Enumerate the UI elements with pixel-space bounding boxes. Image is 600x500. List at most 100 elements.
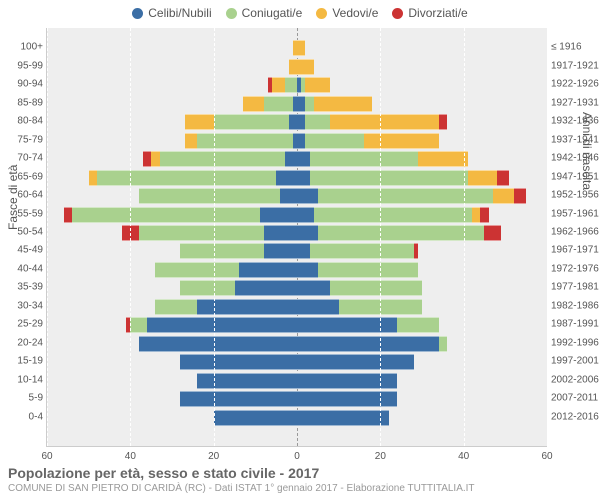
bar-segment xyxy=(143,151,151,167)
bar-segment xyxy=(297,299,339,315)
bar-segment xyxy=(310,243,414,259)
bar-segment xyxy=(297,151,310,167)
bar-segment xyxy=(418,151,468,167)
bar-segment xyxy=(414,243,418,259)
bar-segment xyxy=(214,410,297,426)
bar-segment xyxy=(160,151,285,167)
age-tick: 80-84 xyxy=(17,116,47,127)
bar-segment xyxy=(493,188,514,204)
bar-segment xyxy=(89,170,97,186)
bar-segment xyxy=(305,114,330,130)
male-bar xyxy=(180,280,297,294)
x-tick: 20 xyxy=(375,451,386,462)
female-bar xyxy=(297,336,447,350)
pyramid-row xyxy=(47,336,547,350)
female-bar xyxy=(297,262,418,276)
bar-segment xyxy=(289,59,297,75)
birth-year-tick: 1922-1926 xyxy=(547,79,599,90)
pyramid-row xyxy=(47,354,547,368)
female-bar xyxy=(297,207,489,221)
bar-segment xyxy=(314,207,472,223)
bar-segment xyxy=(318,262,418,278)
bar-segment xyxy=(297,40,305,56)
bar-segment xyxy=(468,170,497,186)
male-bar xyxy=(268,77,297,91)
bar-segment xyxy=(272,77,285,93)
birth-year-tick: 1972-1976 xyxy=(547,263,599,274)
bar-segment xyxy=(514,188,527,204)
male-bar xyxy=(89,170,297,184)
birth-year-tick: 1937-1941 xyxy=(547,134,599,145)
age-tick: 75-79 xyxy=(17,134,47,145)
bar-segment xyxy=(185,114,214,130)
x-tick: 60 xyxy=(41,451,52,462)
male-bar xyxy=(122,225,297,239)
legend-label: Divorziati/e xyxy=(408,6,467,20)
pyramid-row xyxy=(47,170,547,184)
birth-year-tick: 1977-1981 xyxy=(547,282,599,293)
chart-title: Popolazione per età, sesso e stato civil… xyxy=(8,465,592,481)
male-bar xyxy=(126,317,297,331)
age-tick: 15-19 xyxy=(17,356,47,367)
age-tick: 0-4 xyxy=(29,411,47,422)
legend-item: Celibi/Nubili xyxy=(132,6,211,20)
grid-line xyxy=(464,28,465,446)
age-tick: 45-49 xyxy=(17,245,47,256)
female-bar xyxy=(297,391,397,405)
male-bar xyxy=(185,133,297,147)
bar-segment xyxy=(243,96,264,112)
bar-segment xyxy=(285,151,298,167)
pyramid-row xyxy=(47,243,547,257)
age-tick: 5-9 xyxy=(29,393,47,404)
bar-segment xyxy=(330,280,422,296)
age-tick: 20-24 xyxy=(17,337,47,348)
bar-segment xyxy=(297,280,330,296)
female-bar xyxy=(297,114,447,128)
female-bar xyxy=(297,410,389,424)
female-bar xyxy=(297,40,305,54)
bar-segment xyxy=(297,391,397,407)
female-bar xyxy=(297,354,414,368)
bar-segment xyxy=(180,280,234,296)
bar-segment xyxy=(297,133,305,149)
bar-segment xyxy=(214,114,289,130)
chart-subtitle: COMUNE DI SAN PIETRO DI CARIDÀ (RC) - Da… xyxy=(8,483,592,494)
legend-item: Coniugati/e xyxy=(226,6,303,20)
age-tick: 35-39 xyxy=(17,282,47,293)
birth-year-tick: 1932-1936 xyxy=(547,116,599,127)
birth-year-tick: 1992-1996 xyxy=(547,337,599,348)
male-bar xyxy=(139,336,297,350)
bar-segment xyxy=(139,336,297,352)
bar-segment xyxy=(297,354,414,370)
bar-segment xyxy=(439,114,447,130)
bar-segment xyxy=(289,114,297,130)
bar-segment xyxy=(497,170,510,186)
male-bar xyxy=(243,96,297,110)
pyramid-row xyxy=(47,114,547,128)
bar-segment xyxy=(318,225,485,241)
chart-footer: Popolazione per età, sesso e stato civil… xyxy=(8,465,592,494)
bar-segment xyxy=(139,225,264,241)
age-tick: 95-99 xyxy=(17,60,47,71)
bar-segment xyxy=(297,373,397,389)
pyramid-row xyxy=(47,373,547,387)
bar-segment xyxy=(180,354,297,370)
male-bar xyxy=(180,243,297,257)
bar-segment xyxy=(64,207,72,223)
male-bar xyxy=(139,188,297,202)
x-tick: 40 xyxy=(125,451,136,462)
pyramid-row xyxy=(47,207,547,221)
pyramid-row xyxy=(47,225,547,239)
legend-swatch xyxy=(316,8,327,19)
female-bar xyxy=(297,188,526,202)
grid-line xyxy=(130,28,131,446)
birth-year-tick: 1927-1931 xyxy=(547,97,599,108)
male-bar xyxy=(180,354,297,368)
male-bar xyxy=(180,391,297,405)
legend-swatch xyxy=(132,8,143,19)
legend: Celibi/NubiliConiugati/eVedovi/eDivorzia… xyxy=(0,0,600,20)
female-bar xyxy=(297,133,439,147)
bars-container xyxy=(47,38,547,426)
bar-segment xyxy=(297,207,314,223)
bar-segment xyxy=(297,96,305,112)
